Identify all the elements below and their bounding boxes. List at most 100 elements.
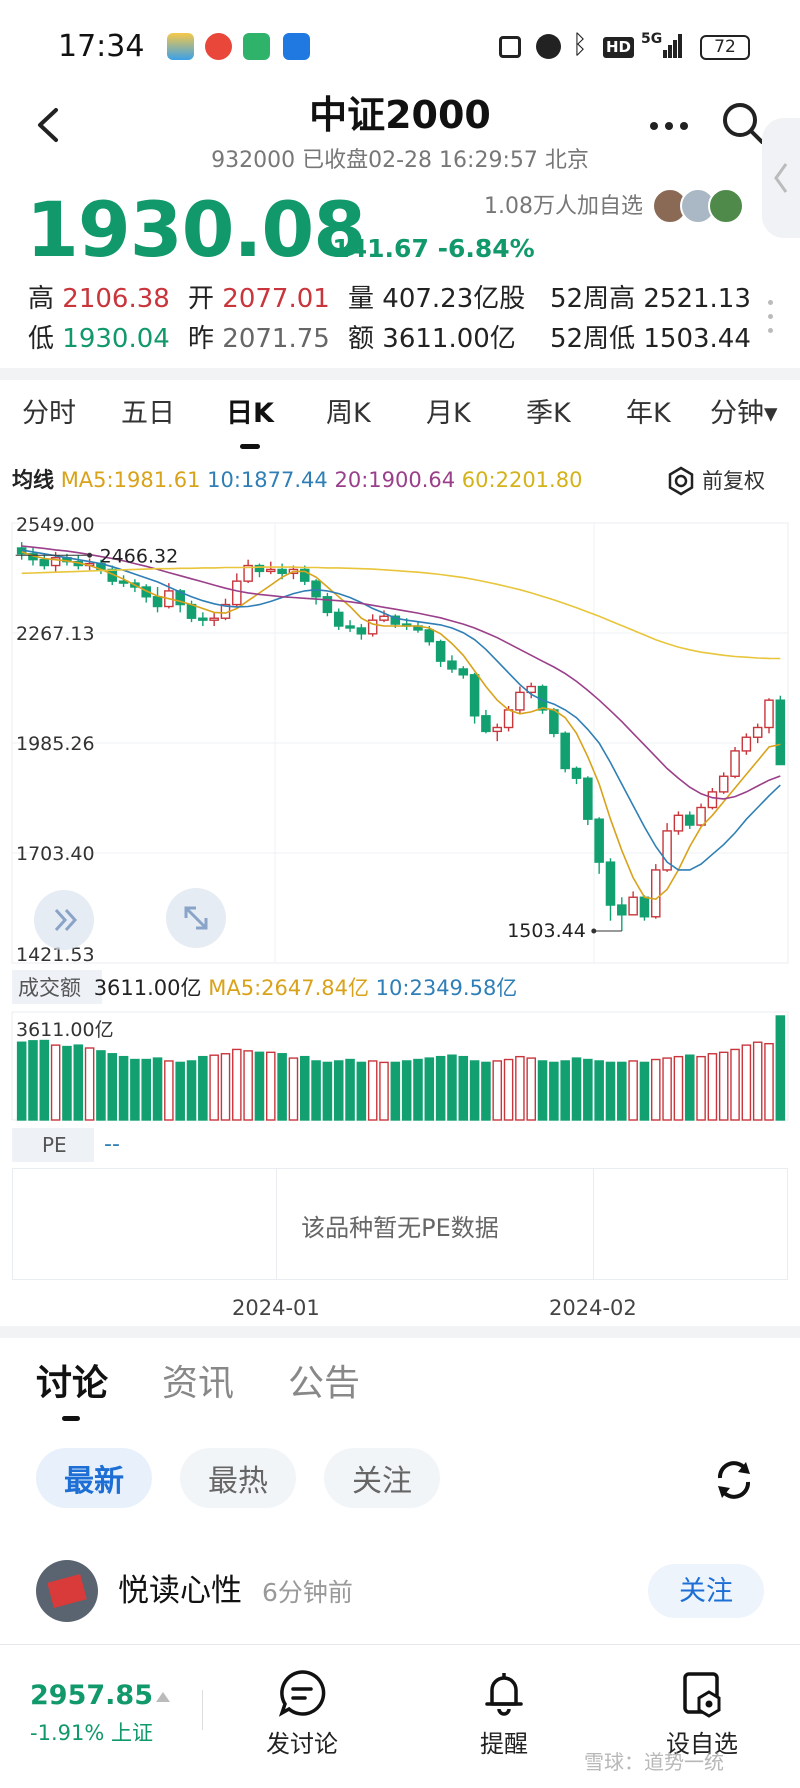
volume-bar <box>515 1055 525 1121</box>
ma5-value: MA5:1981.61 <box>60 468 201 492</box>
post-discussion-button[interactable]: 发讨论 <box>250 1668 354 1756</box>
y-tick-label: 1421.53 <box>16 944 95 966</box>
pe-value: -- <box>104 1132 120 1157</box>
volume-bar <box>345 1058 355 1121</box>
discussion-tab-indicator <box>62 1416 80 1421</box>
tab-weekly-k[interactable]: 周K <box>326 398 371 429</box>
tab-announcements[interactable]: 公告 <box>288 1363 361 1404</box>
ticker-name: 上证 <box>110 1721 153 1745</box>
tab-discussion[interactable]: 讨论 <box>36 1363 109 1404</box>
candle <box>673 811 684 835</box>
stat-low: 低 1930.04 <box>28 324 170 354</box>
volume-bar <box>458 1055 469 1121</box>
tab-minute-dropdown[interactable]: 分钟▾ <box>710 398 778 429</box>
candle <box>141 584 151 603</box>
back-button[interactable] <box>24 100 74 150</box>
volume-bar <box>730 1048 740 1121</box>
candle <box>662 823 672 872</box>
candle-body <box>651 869 661 918</box>
post-time: 6分钟前 <box>262 1578 353 1607</box>
volume-bar <box>107 1053 118 1121</box>
volume-bar <box>39 1039 50 1121</box>
adjust-toggle[interactable]: 前复权 <box>666 466 765 496</box>
active-tab-indicator <box>240 444 260 449</box>
add-watchlist-button[interactable]: 设自选 <box>650 1668 754 1756</box>
tab-daily-k[interactable]: 日K <box>226 398 274 429</box>
candle <box>198 612 208 627</box>
x-tick-feb: 2024-02 <box>549 1296 637 1320</box>
y-tick-label: 1703.40 <box>16 843 95 865</box>
tab-news[interactable]: 资讯 <box>162 1363 235 1404</box>
pe-panel <box>12 1168 788 1280</box>
expand-arrows-button[interactable] <box>34 890 94 950</box>
side-drawer-handle[interactable] <box>762 118 800 238</box>
stat-amount: 额 3611.00亿 <box>348 324 516 354</box>
double-chevron-right-icon <box>54 908 78 932</box>
volume-bar <box>299 1055 310 1121</box>
more-button[interactable] <box>648 118 690 134</box>
candlestick-chart[interactable]: 2549.00 2267.13 1985.26 1703.40 1421.53 2466.… <box>0 505 800 967</box>
volume-bar <box>232 1048 242 1121</box>
stats-more-handle[interactable] <box>768 300 774 336</box>
tab-five-day[interactable]: 五日 <box>121 398 175 429</box>
candle-body <box>605 861 616 906</box>
ticker-separator <box>202 1690 203 1730</box>
post-author-avatar[interactable] <box>36 1560 98 1622</box>
candle-body <box>254 564 265 573</box>
candle-body <box>503 709 514 729</box>
section-divider <box>0 368 800 380</box>
ma20-line <box>21 545 781 800</box>
ticker-change: -1.91% <box>30 1721 105 1745</box>
tab-quarterly-k[interactable]: 季K <box>526 398 571 429</box>
followers-count[interactable]: 1.08万人加自选 <box>484 194 643 219</box>
avatar <box>708 188 744 224</box>
volume-bar <box>152 1057 163 1121</box>
filter-following[interactable]: 关注 <box>324 1448 440 1508</box>
tab-yearly-k[interactable]: 年K <box>626 398 671 429</box>
y-tick-label: 2549.00 <box>16 514 95 536</box>
candle-body <box>673 814 684 832</box>
volume-bar <box>379 1061 389 1121</box>
volume-bar <box>96 1050 106 1121</box>
post-author-name[interactable]: 悦读心性 <box>118 1573 242 1609</box>
candle-body <box>424 629 435 643</box>
candle <box>367 614 378 637</box>
candle <box>730 747 740 779</box>
candle-body <box>696 806 706 826</box>
alarm-icon <box>536 34 561 59</box>
volume-bar <box>164 1060 174 1121</box>
filter-latest[interactable]: 最新 <box>36 1448 152 1508</box>
search-icon <box>723 103 764 144</box>
candle <box>447 655 457 673</box>
candle <box>526 682 536 699</box>
market-status: 已收盘02-28 16:29:57 北京 <box>302 148 589 173</box>
volume-bar <box>254 1051 265 1121</box>
candle-body <box>775 699 786 766</box>
refresh-button[interactable] <box>710 1456 758 1504</box>
index-ticker[interactable]: 2957.85 -1.91% 上证 <box>30 1682 200 1762</box>
candle <box>424 626 435 646</box>
volume-bar <box>605 1061 616 1121</box>
follower-avatars[interactable] <box>652 188 756 224</box>
reminder-button[interactable]: 提醒 <box>452 1668 556 1756</box>
candle-body <box>707 791 718 809</box>
pe-label: PE <box>12 1128 94 1162</box>
follow-author-button[interactable]: 关注 <box>648 1564 764 1618</box>
candle-body <box>209 617 219 621</box>
candle <box>232 573 242 607</box>
volume-bar <box>673 1055 684 1121</box>
tab-monthly-k[interactable]: 月K <box>426 398 471 429</box>
fullscreen-button[interactable] <box>166 888 226 948</box>
ma-legend: 均线 MA5:1981.61 10:1877.44 20:1900.64 60:… <box>12 470 582 491</box>
candle-body <box>515 691 525 711</box>
candle <box>741 733 752 755</box>
candle <box>764 698 774 734</box>
candle <box>651 864 661 919</box>
candle <box>333 608 344 630</box>
stat-52w-high: 52周高 2521.13 <box>550 284 751 314</box>
tab-intraday[interactable]: 分时 <box>22 398 76 429</box>
filter-hot[interactable]: 最热 <box>180 1448 296 1508</box>
candle <box>752 723 763 744</box>
volume-chart[interactable]: 3611.00亿 <box>0 1004 800 1124</box>
search-button[interactable] <box>718 98 768 148</box>
